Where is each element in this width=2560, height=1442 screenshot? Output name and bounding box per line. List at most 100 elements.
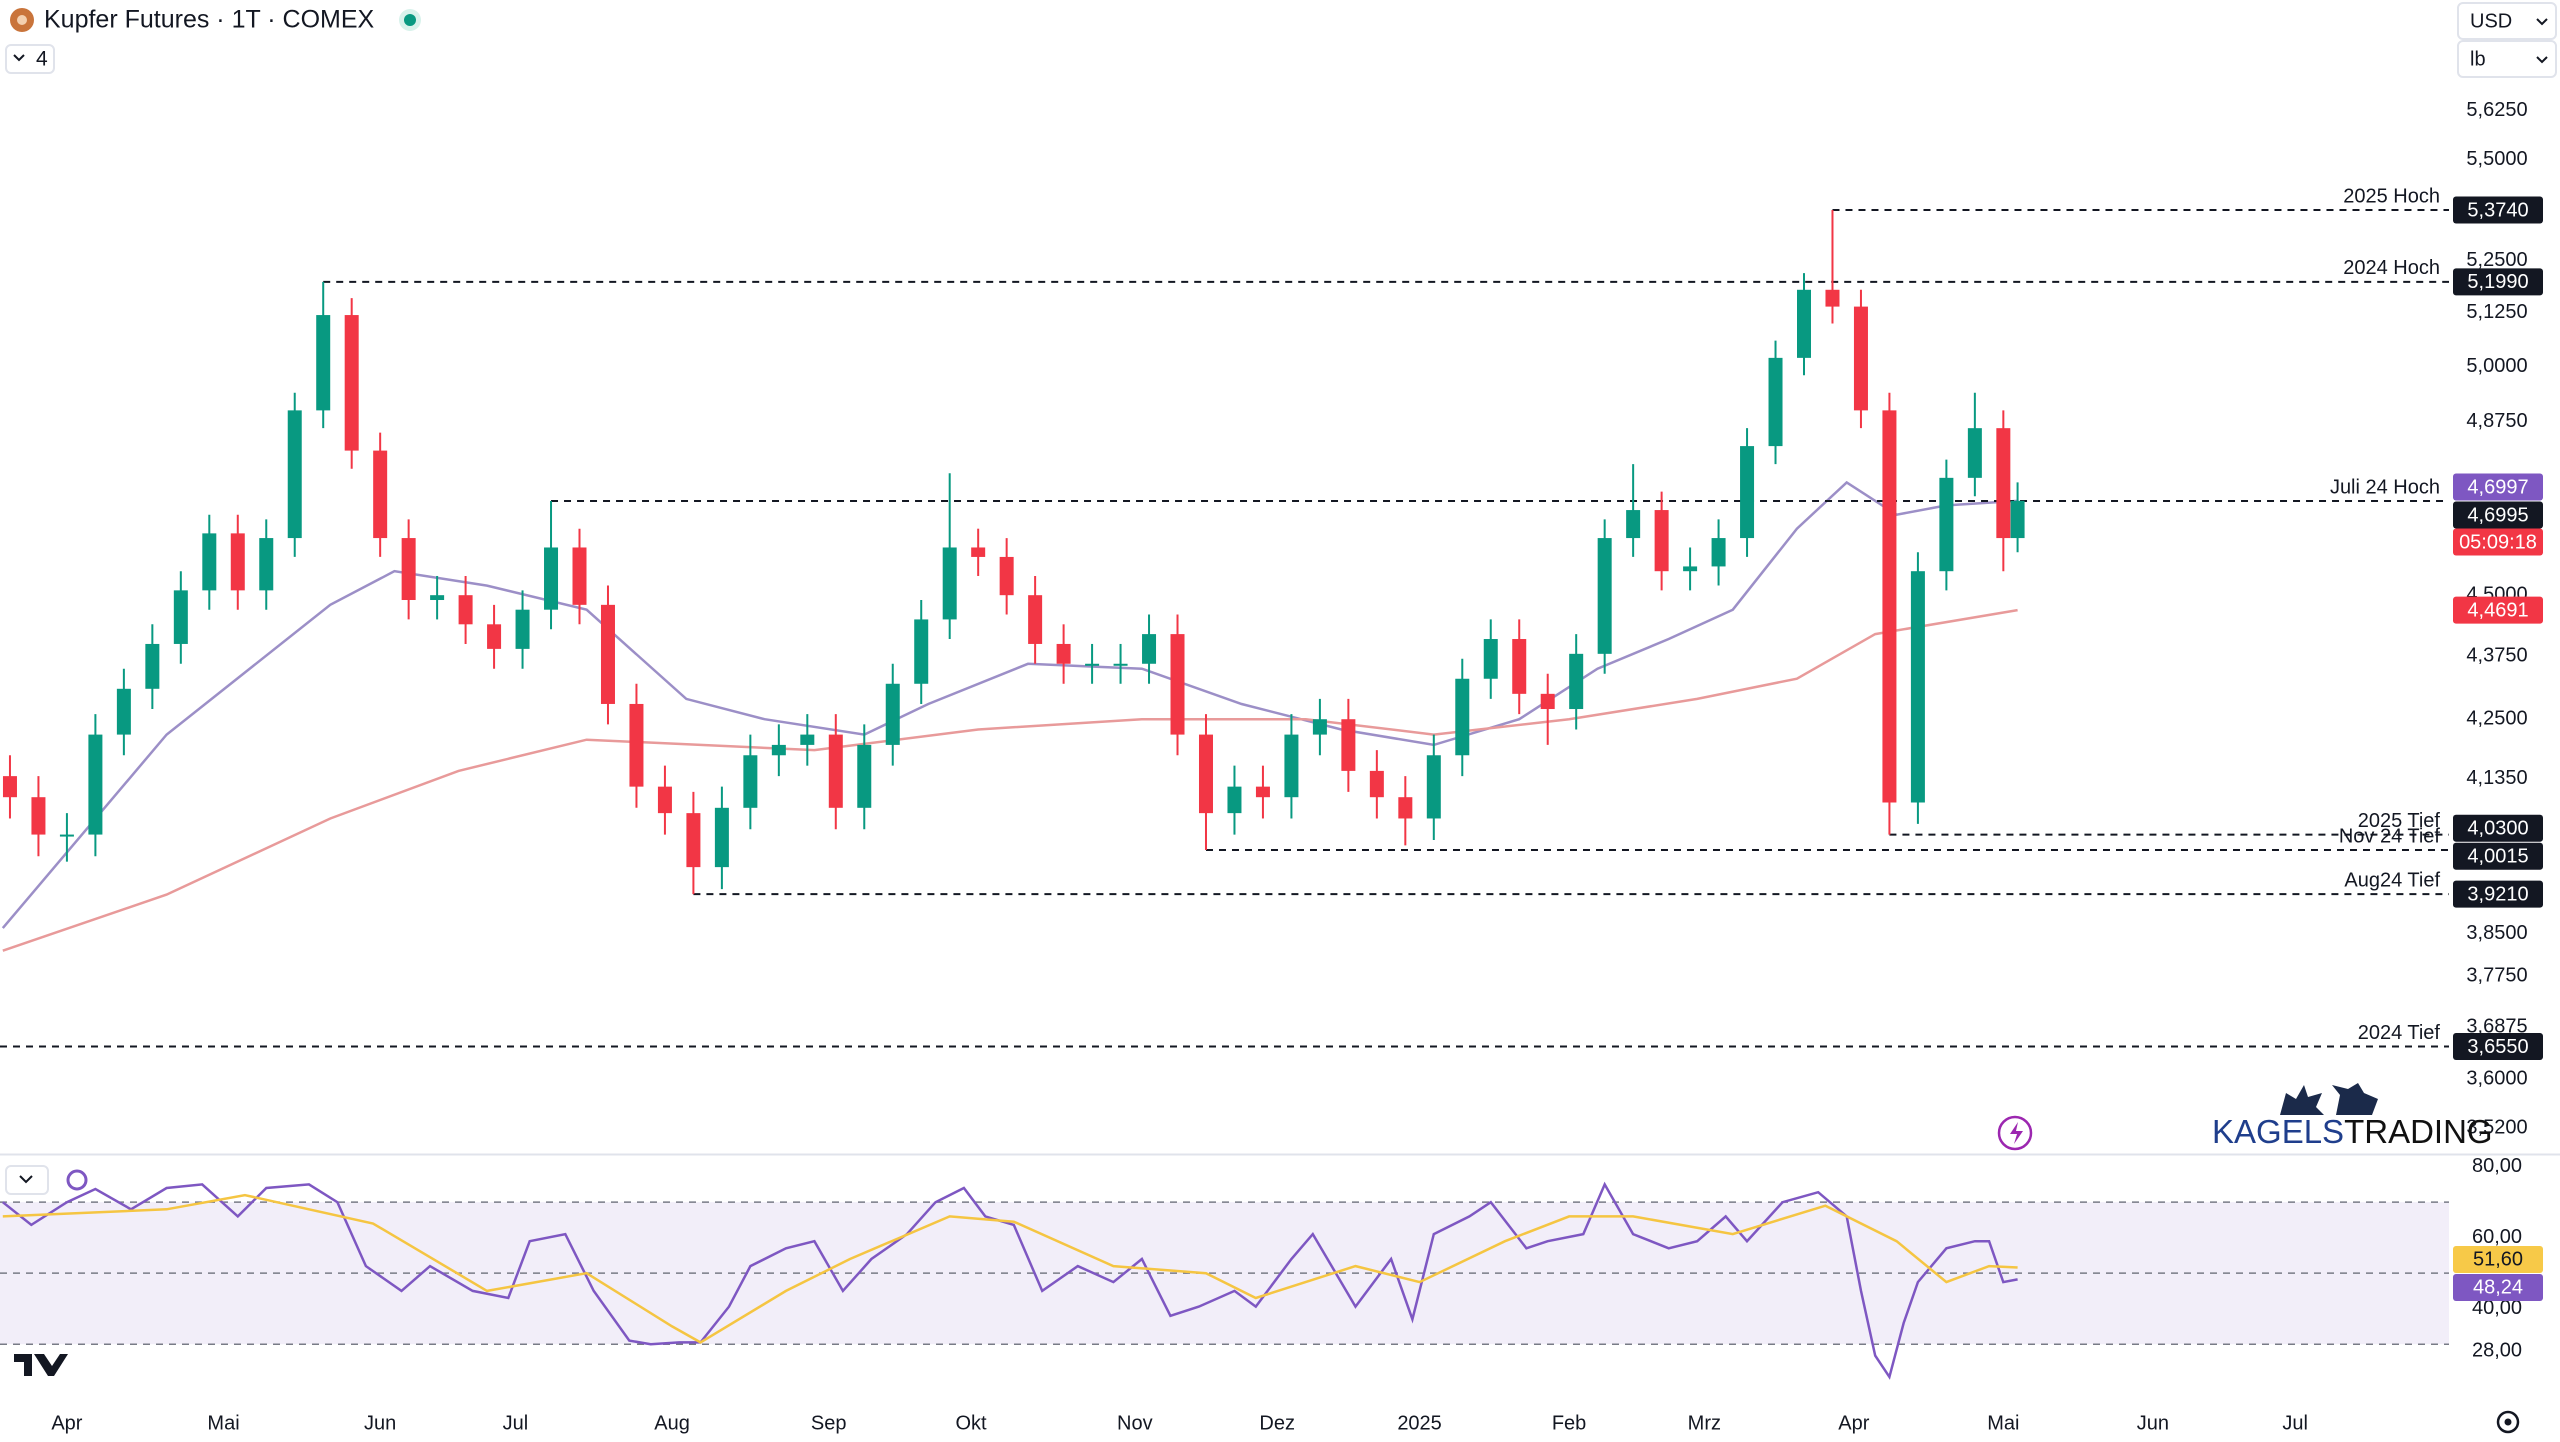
y-tick-label: 80,00 — [2472, 1155, 2522, 1177]
price-tag — [2453, 880, 2543, 908]
level-label: 2024 Hoch — [2343, 257, 2440, 279]
price-tag — [2453, 842, 2543, 870]
candle-body — [1939, 477, 1954, 572]
candle-body — [857, 744, 872, 808]
x-tick-label: Apr — [51, 1412, 82, 1434]
rsi-pane — [0, 1181, 2449, 1380]
candle-body — [971, 547, 986, 557]
chevron — [2536, 18, 2548, 26]
candle-body — [1654, 510, 1669, 572]
price-pane — [0, 208, 2449, 1048]
price-tag — [2453, 814, 2543, 842]
market-status-dot[interactable] — [404, 14, 416, 26]
y-tick-label: 40,00 — [2472, 1297, 2522, 1319]
candle-body — [1085, 663, 1100, 666]
candle-body — [629, 703, 644, 787]
candle-body — [828, 734, 843, 808]
symbol-title[interactable]: Kupfer Futures · 1T · COMEX — [44, 6, 375, 34]
candle-body — [145, 643, 160, 689]
price-tag-label: 4,6995 — [2467, 504, 2528, 526]
candle-body — [373, 450, 388, 539]
candle-body — [88, 734, 103, 835]
candle-body — [1369, 770, 1384, 798]
candle-body — [1825, 289, 1840, 307]
rsi-settings-icon[interactable] — [66, 1169, 88, 1191]
candle-body — [1853, 306, 1868, 411]
y-tick-label: 4,2500 — [2466, 708, 2527, 730]
candle-body — [1797, 289, 1812, 358]
candle-body — [1626, 510, 1641, 539]
candle-body — [1142, 634, 1157, 664]
indicator-line — [1, 480, 2018, 929]
price-tag — [2453, 1033, 2543, 1061]
chevron — [19, 1175, 33, 1184]
price-tag — [2453, 596, 2543, 624]
price-tag — [2453, 268, 2543, 296]
price-tag — [2453, 473, 2543, 501]
x-tick-label: Jun — [2137, 1412, 2169, 1434]
price-tag — [2453, 1245, 2543, 1273]
candle-body — [2010, 500, 2025, 539]
candle-body — [1028, 595, 1043, 644]
watermark-part: TRADING — [2344, 1113, 2493, 1150]
x-tick-label: Mai — [1987, 1412, 2019, 1434]
x-tick-label: Jul — [2282, 1412, 2308, 1434]
candle-body — [202, 533, 217, 591]
y-tick-label: 3,6000 — [2466, 1068, 2527, 1090]
candle-body — [344, 315, 359, 451]
candle-body — [743, 755, 758, 808]
candle-body — [1967, 428, 1982, 478]
candle-body — [1426, 755, 1441, 819]
price-tag — [2453, 501, 2543, 529]
y-tick-label: 60,00 — [2472, 1226, 2522, 1248]
indicator-line — [2, 1193, 2018, 1344]
y-tick-label: 5,5000 — [2466, 148, 2527, 170]
candle-body — [1113, 663, 1128, 666]
x-tick-label: Aug — [654, 1412, 690, 1434]
candle-body — [1711, 538, 1726, 567]
y-tick-label: 28,00 — [2472, 1340, 2522, 1362]
tradingview-logo[interactable] — [14, 1354, 68, 1376]
price-tag-label: 5,1990 — [2467, 271, 2528, 293]
candle-body — [942, 547, 957, 620]
y-tick-label: 5,2500 — [2466, 249, 2527, 271]
currency-select[interactable] — [2457, 2, 2557, 40]
price-tag-label: 3,6550 — [2467, 1036, 2528, 1058]
settings-gear[interactable] — [2496, 1410, 2520, 1434]
candle-body — [544, 547, 559, 610]
indicator-toggle[interactable] — [5, 44, 55, 74]
candle-body — [1882, 410, 1897, 803]
y-tick-label: 5,1250 — [2466, 301, 2527, 323]
x-tick-label: Dez — [1259, 1412, 1295, 1434]
candle-body — [2, 776, 17, 798]
alert-icon[interactable] — [1997, 1115, 2033, 1151]
x-tick-label: Mrz — [1688, 1412, 1721, 1434]
candle-body — [1597, 538, 1612, 654]
candle-body — [657, 786, 672, 814]
x-tick-label: Feb — [1552, 1412, 1586, 1434]
y-tick-label: 5,6250 — [2466, 99, 2527, 121]
candle-body — [316, 315, 331, 411]
candle-body — [1455, 678, 1470, 756]
candle-body — [1569, 653, 1584, 710]
candle-body — [1398, 797, 1413, 819]
price-tag-label: 5,3740 — [2467, 199, 2528, 221]
countdown-tag — [2453, 528, 2543, 556]
candle-body — [1056, 643, 1071, 664]
indicator-line — [2, 608, 2018, 952]
settings-gear-center — [2504, 1418, 2512, 1426]
bear-icon — [2332, 1083, 2378, 1115]
candle-body — [771, 744, 786, 756]
candle-body — [59, 834, 74, 837]
candle-body — [515, 609, 530, 649]
candle-body — [430, 595, 445, 601]
level-label: 2025 Hoch — [2343, 185, 2440, 207]
level-label: 2024 Tief — [2358, 1022, 2441, 1044]
unit-select[interactable] — [2457, 40, 2557, 78]
price-tag-label: 4,4691 — [2467, 599, 2528, 621]
candle-body — [686, 813, 701, 868]
candle-body — [1540, 693, 1555, 710]
